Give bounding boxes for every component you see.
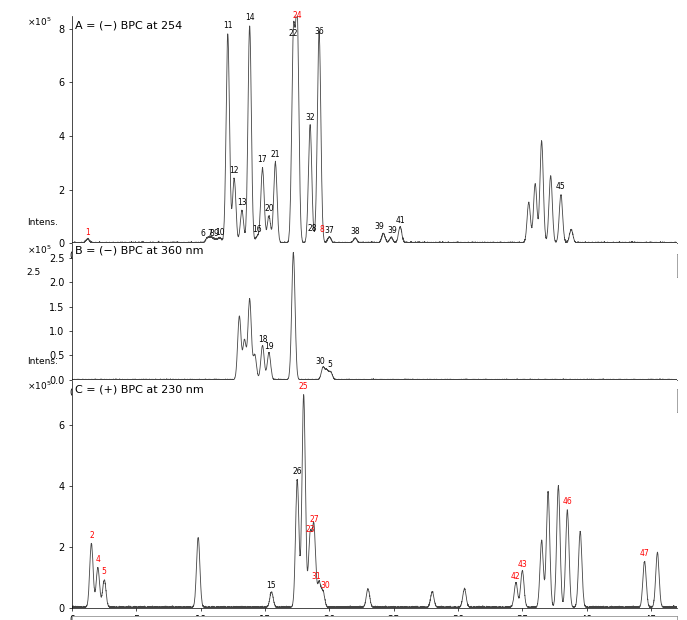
Text: BPC 50-1300 –All MS: BPC 50-1300 –All MS xyxy=(111,261,205,270)
Text: 21: 21 xyxy=(271,150,280,159)
Text: 26: 26 xyxy=(293,467,302,476)
Text: 16: 16 xyxy=(253,225,262,234)
Text: 39: 39 xyxy=(374,223,385,231)
Text: 5: 5 xyxy=(102,567,106,576)
Text: $\times$10$^5$: $\times$10$^5$ xyxy=(27,16,52,28)
Text: 9: 9 xyxy=(214,229,218,238)
Text: 38: 38 xyxy=(350,227,360,236)
Text: C = (+) BPC at 230 nm: C = (+) BPC at 230 nm xyxy=(75,384,204,394)
Text: 47: 47 xyxy=(640,549,649,558)
Text: 24: 24 xyxy=(293,11,302,20)
Text: $\times$10$^5$: $\times$10$^5$ xyxy=(27,380,52,392)
Text: $\times$10$^5$: $\times$10$^5$ xyxy=(27,243,52,255)
Text: 36: 36 xyxy=(314,27,324,36)
Text: 2.5: 2.5 xyxy=(27,268,41,277)
Text: 43: 43 xyxy=(517,559,527,569)
Text: 32: 32 xyxy=(305,112,315,122)
Text: Intens.: Intens. xyxy=(27,0,58,2)
Text: 19: 19 xyxy=(264,342,273,351)
Text: 18: 18 xyxy=(258,335,267,343)
Text: 13: 13 xyxy=(237,198,247,207)
Text: 45: 45 xyxy=(556,182,566,191)
Text: 17: 17 xyxy=(258,156,267,164)
Text: A = (−) BPC at 254: A = (−) BPC at 254 xyxy=(75,20,183,30)
Text: 7: 7 xyxy=(207,229,212,238)
Text: 25: 25 xyxy=(299,382,308,391)
Text: 27: 27 xyxy=(309,515,319,525)
Text: 39: 39 xyxy=(387,226,397,236)
Text: 42: 42 xyxy=(511,572,521,581)
Text: 6: 6 xyxy=(201,229,206,237)
Text: 12: 12 xyxy=(229,166,239,175)
Text: 1: 1 xyxy=(85,228,90,237)
Text: 5: 5 xyxy=(327,360,332,369)
X-axis label: Time [min]: Time [min] xyxy=(348,264,401,273)
Text: 8: 8 xyxy=(319,225,324,234)
Text: 20: 20 xyxy=(264,203,273,213)
X-axis label: Time [min]: Time [min] xyxy=(348,401,401,410)
Text: 23: 23 xyxy=(305,525,315,534)
Text: BPC 50-1300 –All MS: BPC 50-1300 –All MS xyxy=(111,396,205,405)
Text: 31: 31 xyxy=(312,572,322,581)
Text: 30: 30 xyxy=(315,356,325,366)
Text: 22: 22 xyxy=(289,30,298,38)
Text: 30: 30 xyxy=(321,581,330,590)
Text: Intens.: Intens. xyxy=(27,218,58,227)
Text: 11: 11 xyxy=(223,22,232,30)
Text: 10: 10 xyxy=(215,228,225,237)
Text: B = (−) BPC at 360 nm: B = (−) BPC at 360 nm xyxy=(75,246,203,256)
Text: 37: 37 xyxy=(324,226,335,235)
Text: 8: 8 xyxy=(210,229,215,237)
Text: 28: 28 xyxy=(308,224,317,232)
Text: 14: 14 xyxy=(245,14,254,22)
Text: 15: 15 xyxy=(267,581,276,590)
Text: 41: 41 xyxy=(395,216,405,224)
Text: 4: 4 xyxy=(95,555,100,564)
Text: 2: 2 xyxy=(89,531,94,539)
Text: 46: 46 xyxy=(563,497,572,507)
Text: Intens.: Intens. xyxy=(27,357,58,366)
